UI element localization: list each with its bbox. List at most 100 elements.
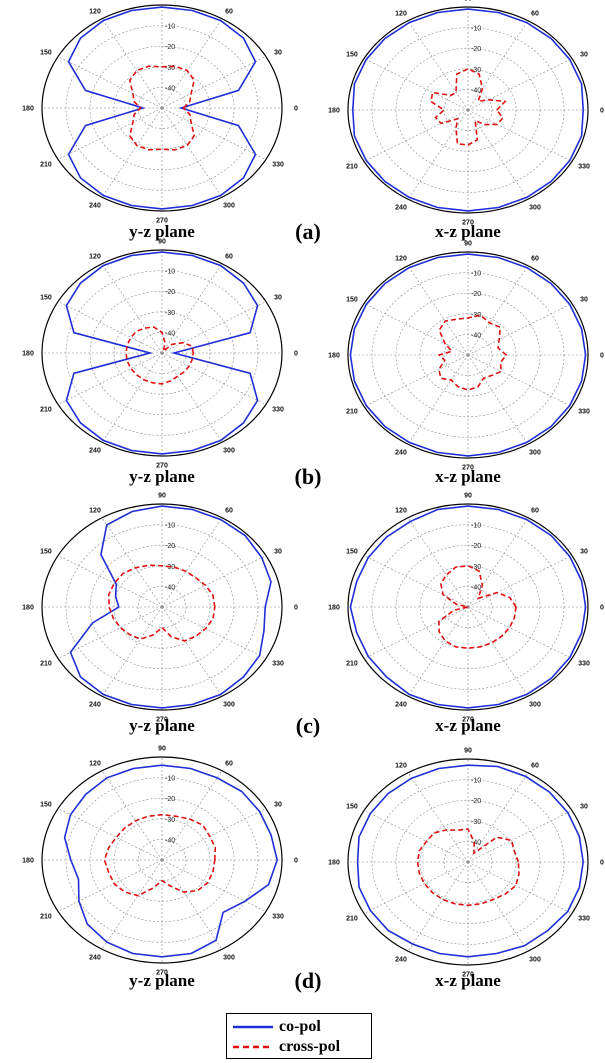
angle-tick-label: 60 [531,256,539,263]
series-line-cross-pol [430,67,507,146]
grid-spoke [161,606,223,697]
series-line-co-pol [67,6,257,210]
panel-label: (a) [295,219,321,244]
angle-tick-label: 0 [600,860,604,867]
angle-tick-label: 90 [464,0,472,3]
angle-tick-label: 30 [274,802,282,809]
grid-spoke [467,861,573,914]
plane-label: y-z plane [129,222,195,241]
grid-spoke [161,352,267,405]
angle-tick-label: 300 [529,956,541,963]
angle-tick-label: 90 [158,0,166,1]
outer-ring [347,251,589,459]
grid-spoke [161,263,223,354]
radial-tick-label: -20 [165,44,175,51]
angle-tick-label: 120 [395,508,407,515]
angle-tick-label: 120 [89,9,101,16]
radial-tick-label: -10 [471,523,481,530]
radial-tick-label: -40 [165,85,175,92]
grid-spoke [57,107,163,160]
radial-tick-label: -30 [471,312,481,319]
angle-tick-label: 60 [531,508,539,515]
grid-spoke [467,517,529,608]
series-line-co-pol [351,8,585,212]
angle-tick-label: 30 [580,52,588,59]
angle-tick-label: 270 [462,220,474,227]
angle-tick-label: 240 [395,449,407,456]
angle-tick-label: 240 [89,447,101,454]
angle-tick-label: 270 [462,465,474,472]
series-line-cross-pol [438,564,517,650]
radial-tick-label: -40 [471,839,481,846]
angle-tick-label: 150 [40,50,52,57]
radial-tick-label: -20 [165,289,175,296]
angle-tick-label: 210 [40,407,52,414]
radial-tick-label: -30 [165,310,175,317]
grid-spoke [467,861,529,952]
grid-spoke [407,772,469,863]
grid-spoke [467,606,573,659]
grid-spoke [101,263,163,354]
angle-tick-label: 90 [158,746,166,753]
radial-tick-label: -40 [165,837,175,844]
polar-chart-2: -10 -20 -30 -40 0 30 60 90 120 150 180 210 240 270 300… [328,0,604,241]
radial-tick-label: -20 [471,291,481,298]
angle-tick-label: 270 [156,218,168,225]
legend-label-cross-pol: cross-pol [279,1038,341,1055]
radial-tick-label: -40 [471,332,481,339]
angle-tick-label: 300 [529,701,541,708]
angle-tick-label: 180 [22,605,34,612]
grid-spoke [161,352,223,443]
legend-item-cross-pol: cross-pol [233,1037,340,1057]
grid-spoke [467,354,573,407]
angle-tick-label: 180 [22,106,34,113]
angle-tick-label: 240 [395,701,407,708]
angle-tick-label: 30 [274,295,282,302]
angle-tick-label: 240 [89,202,101,209]
angle-tick-label: 120 [89,761,101,768]
angle-tick-label: 240 [89,954,101,961]
outer-ring [347,758,589,966]
angle-tick-label: 120 [89,508,101,515]
grid-spoke [161,18,223,109]
angle-tick-label: 300 [223,202,235,209]
grid-spoke [57,56,163,109]
legend-label-co-pol: co-pol [279,1018,321,1035]
angle-tick-label: 60 [225,254,233,261]
series-line-cross-pol [107,564,216,642]
radial-tick-label: -10 [165,269,175,276]
angle-tick-label: 210 [346,409,358,416]
grid-spoke [467,810,573,863]
angle-tick-label: 210 [40,661,52,668]
radial-tick-label: -40 [471,87,481,94]
grid-spoke [467,20,529,111]
angle-tick-label: 270 [462,717,474,724]
series-line-cross-pol [128,65,196,151]
radial-tick-label: -20 [165,796,175,803]
angle-tick-label: 150 [40,295,52,302]
grid-spoke [57,859,163,912]
polar-chart-1: -10 -20 -30 -40 0 30 60 90 120 150 180 210 240 270 300… [22,0,298,241]
grid-spoke [101,517,163,608]
radial-tick-label: -30 [471,819,481,826]
series-line-co-pol [349,505,587,709]
angle-tick-label: 210 [40,914,52,921]
grid-spoke [57,808,163,861]
series-line-co-pol [65,251,259,455]
angle-tick-label: 90 [158,493,166,500]
grid-spoke [363,354,469,407]
angle-tick-label: 270 [156,970,168,977]
angle-tick-label: 210 [346,661,358,668]
grid-spoke [467,772,529,863]
angle-tick-label: 90 [158,239,166,246]
legend-item-co-pol: co-pol [233,1017,321,1037]
grid-spoke [467,109,529,200]
angle-tick-label: 150 [346,297,358,304]
radial-tick-label: -20 [165,543,175,550]
angle-tick-label: 0 [294,106,298,113]
grid-spoke [467,606,529,697]
radial-tick-label: -10 [471,778,481,785]
grid-spoke [57,555,163,608]
grid-spoke [101,107,163,198]
grid-spoke [467,555,573,608]
